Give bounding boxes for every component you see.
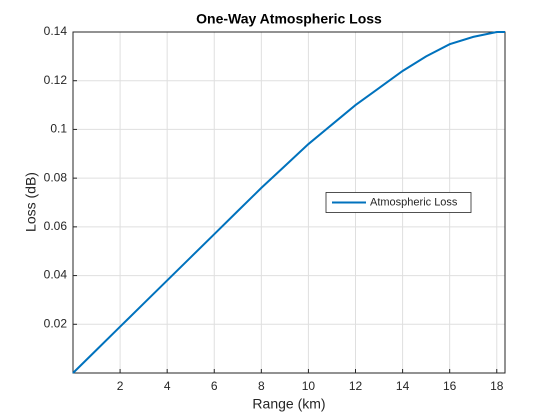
y-tick-label: 0.14 xyxy=(44,24,68,38)
x-tick-label: 4 xyxy=(164,379,171,393)
axes-box xyxy=(72,31,506,374)
x-tick-label: 2 xyxy=(117,379,124,393)
y-tick-label: 0.08 xyxy=(44,170,68,184)
x-tick-label: 14 xyxy=(396,379,410,393)
line xyxy=(72,31,505,374)
legend-box xyxy=(325,192,472,213)
x-tick-label: 8 xyxy=(258,379,265,393)
y-tick-label: 0.02 xyxy=(44,316,68,330)
chart-title: One-Way Atmospheric Loss xyxy=(196,11,382,27)
y-axis-label: Loss (dB) xyxy=(23,172,39,232)
legend-label: Atmospheric Loss xyxy=(370,196,458,208)
x-tick-label: 18 xyxy=(490,379,504,393)
y-tick-label: 0.1 xyxy=(50,122,67,136)
x-tick-label: 12 xyxy=(349,379,363,393)
x-tick-label: 10 xyxy=(302,379,316,393)
x-tick-label: 16 xyxy=(443,379,457,393)
x-tick-label: 6 xyxy=(211,379,218,393)
y-tick-label: 0.06 xyxy=(44,219,68,233)
legend: Atmospheric Loss xyxy=(325,192,472,213)
x-axis-label: Range (km) xyxy=(252,396,325,412)
y-tick-label: 0.04 xyxy=(44,268,68,282)
y-tick-label: 0.12 xyxy=(44,73,68,87)
